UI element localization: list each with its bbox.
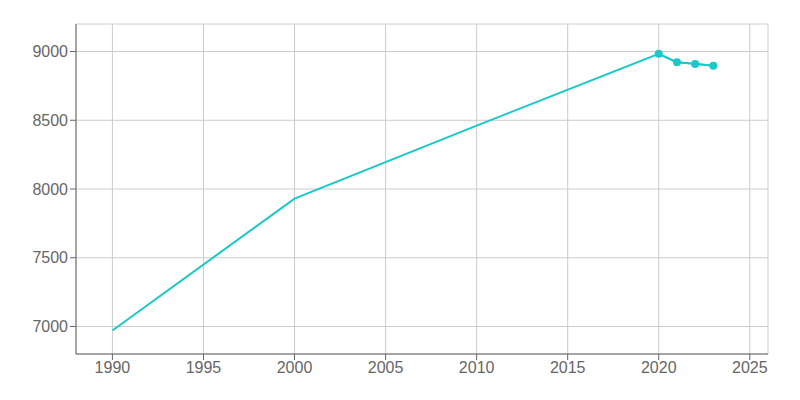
svg-text:2015: 2015	[550, 359, 586, 376]
svg-text:7500: 7500	[32, 249, 68, 266]
svg-text:2000: 2000	[277, 359, 313, 376]
svg-text:7000: 7000	[32, 318, 68, 335]
svg-text:2005: 2005	[368, 359, 404, 376]
svg-text:2010: 2010	[459, 359, 495, 376]
svg-text:1990: 1990	[95, 359, 131, 376]
svg-text:1995: 1995	[186, 359, 222, 376]
svg-text:2020: 2020	[641, 359, 677, 376]
svg-text:8500: 8500	[32, 112, 68, 129]
svg-text:9000: 9000	[32, 43, 68, 60]
svg-text:2025: 2025	[732, 359, 768, 376]
svg-text:8000: 8000	[32, 181, 68, 198]
